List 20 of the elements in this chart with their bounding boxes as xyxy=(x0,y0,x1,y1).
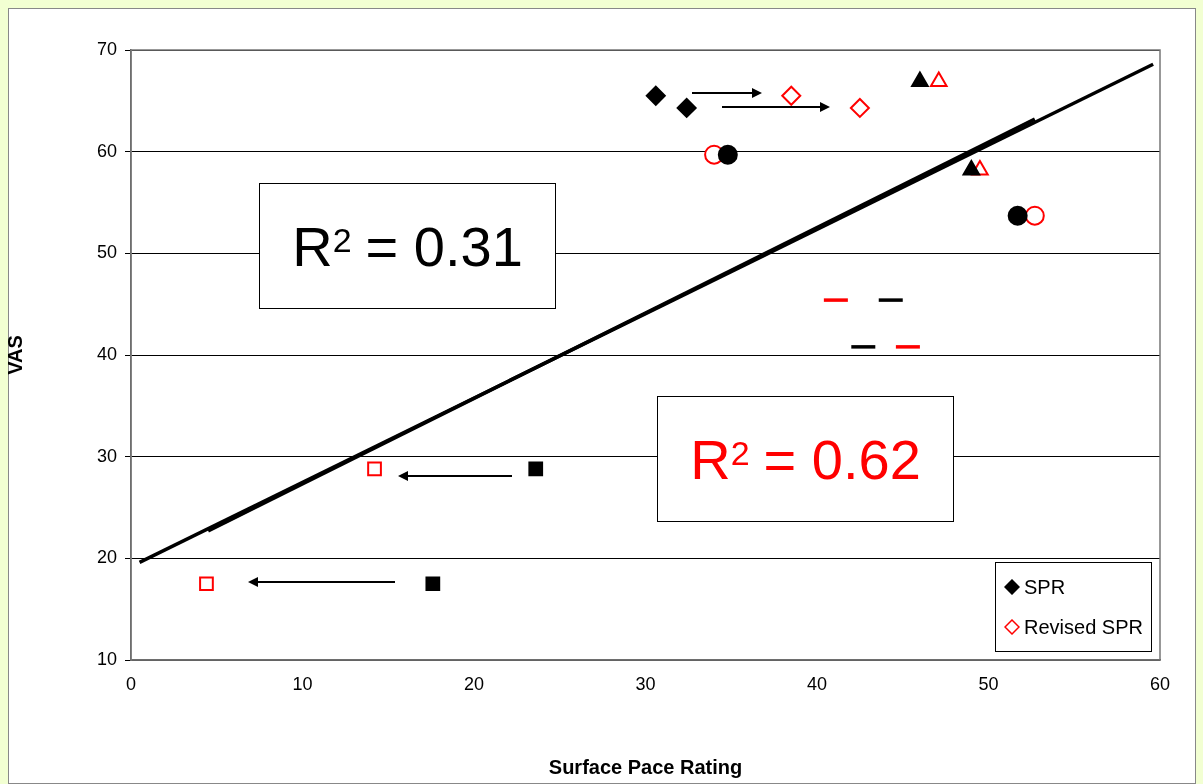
y-tick-label: 30 xyxy=(96,445,117,466)
legend-label: Revised SPR xyxy=(1024,615,1143,639)
y-tick-label: 50 xyxy=(96,242,117,263)
x-axis-title: Surface Pace Rating xyxy=(548,755,743,778)
y-axis-title: VAS xyxy=(3,335,26,375)
x-tick-label: 40 xyxy=(806,673,828,694)
legend-label: SPR xyxy=(1024,575,1066,599)
annotation: R$^{2}$ = 0.62 xyxy=(657,396,954,522)
x-tick-label: 60 xyxy=(1149,673,1171,694)
x-tick-label: 0 xyxy=(125,673,137,694)
y-tick-label: 10 xyxy=(96,648,117,669)
x-tick-label: 10 xyxy=(292,673,313,694)
y-tick-label: 60 xyxy=(96,140,117,161)
annotation: R$^{2}$ = 0.31 xyxy=(259,183,556,309)
x-tick-label: 20 xyxy=(463,673,485,694)
x-tick-label: 50 xyxy=(978,673,999,694)
y-tick-label: 40 xyxy=(96,343,117,364)
x-tick-label: 30 xyxy=(635,673,656,694)
y-tick-label: 20 xyxy=(96,547,117,568)
y-tick-label: 70 xyxy=(96,38,117,59)
